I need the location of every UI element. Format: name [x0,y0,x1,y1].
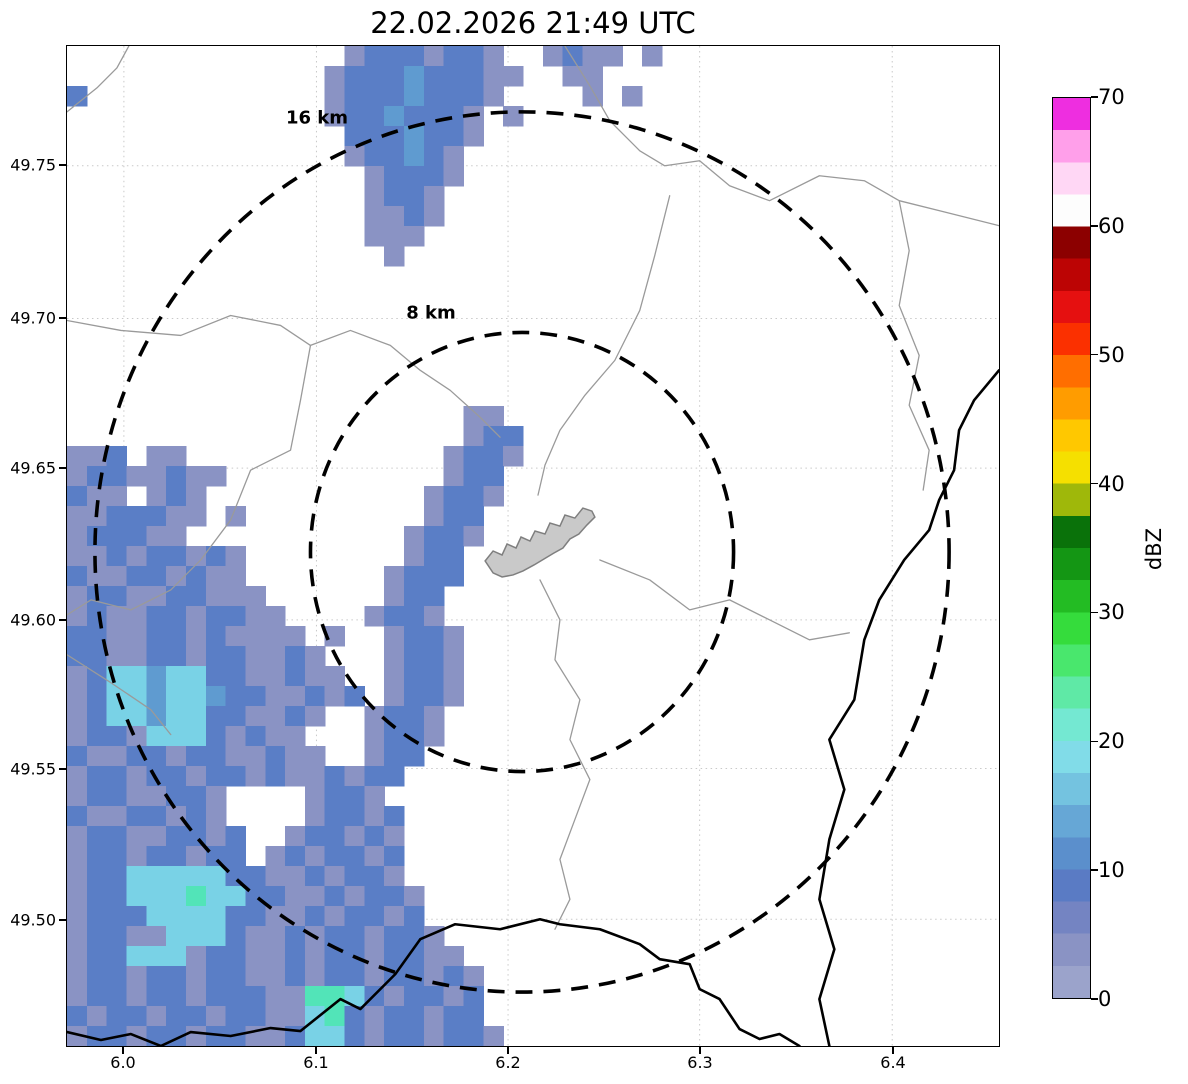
y-tick-label: 49.75 [10,155,56,175]
x-tick-label: 6.3 [687,1053,713,1072]
colorbar-tick-mark [1091,482,1098,485]
y-tick-label: 49.55 [10,759,56,779]
map-canvas [67,46,999,1046]
y-tick-mark [59,619,66,621]
y-tick-label: 49.65 [10,458,56,478]
x-tick-label: 6.2 [495,1053,521,1072]
colorbar-tick-label: 40 [1098,471,1125,496]
colorbar-tick-mark [1091,225,1098,227]
x-tick-label: 6.4 [880,1053,906,1072]
colorbar-tick-mark [1091,740,1098,743]
y-tick-mark [59,768,66,770]
y-tick-label: 49.70 [10,308,56,328]
x-tick-mark [507,1047,509,1054]
map-plot: 16 km 8 km [66,45,1000,1047]
colorbar-tick-label: 70 [1098,85,1125,109]
colorbar-tick-mark [1091,998,1098,1000]
range-ring-label-16km: 16 km [285,107,349,129]
colorbar-tick-mark [1091,353,1098,356]
y-tick-mark [59,164,66,166]
y-tick-label: 49.50 [10,910,56,930]
colorbar-tick-mark [1091,869,1098,871]
y-tick-mark [59,317,66,319]
x-tick-mark [122,1047,124,1054]
range-ring-label-8km: 8 km [406,302,456,324]
colorbar [1052,97,1091,999]
colorbar-tick-label: 0 [1098,987,1112,1011]
colorbar-tick-label: 30 [1098,600,1125,625]
colorbar-gradient [1053,98,1090,998]
x-tick-label: 6.0 [110,1053,136,1072]
colorbar-axis-label: dBZ [1142,527,1166,571]
y-tick-mark [59,919,66,921]
figure-title: 22.02.2026 21:49 UTC [370,6,696,40]
colorbar-tick-label: 10 [1098,858,1125,883]
colorbar-tick-label: 50 [1098,342,1125,367]
x-tick-mark [892,1047,894,1054]
colorbar-tick-mark [1091,611,1098,614]
colorbar-tick-mark [1091,96,1098,98]
x-tick-mark [699,1047,701,1054]
y-tick-mark [59,467,66,469]
x-tick-mark [315,1047,317,1054]
colorbar-tick-label: 20 [1098,729,1125,754]
colorbar-tick-label: 60 [1098,213,1125,238]
x-tick-label: 6.1 [303,1053,329,1072]
y-tick-label: 49.60 [10,610,56,630]
